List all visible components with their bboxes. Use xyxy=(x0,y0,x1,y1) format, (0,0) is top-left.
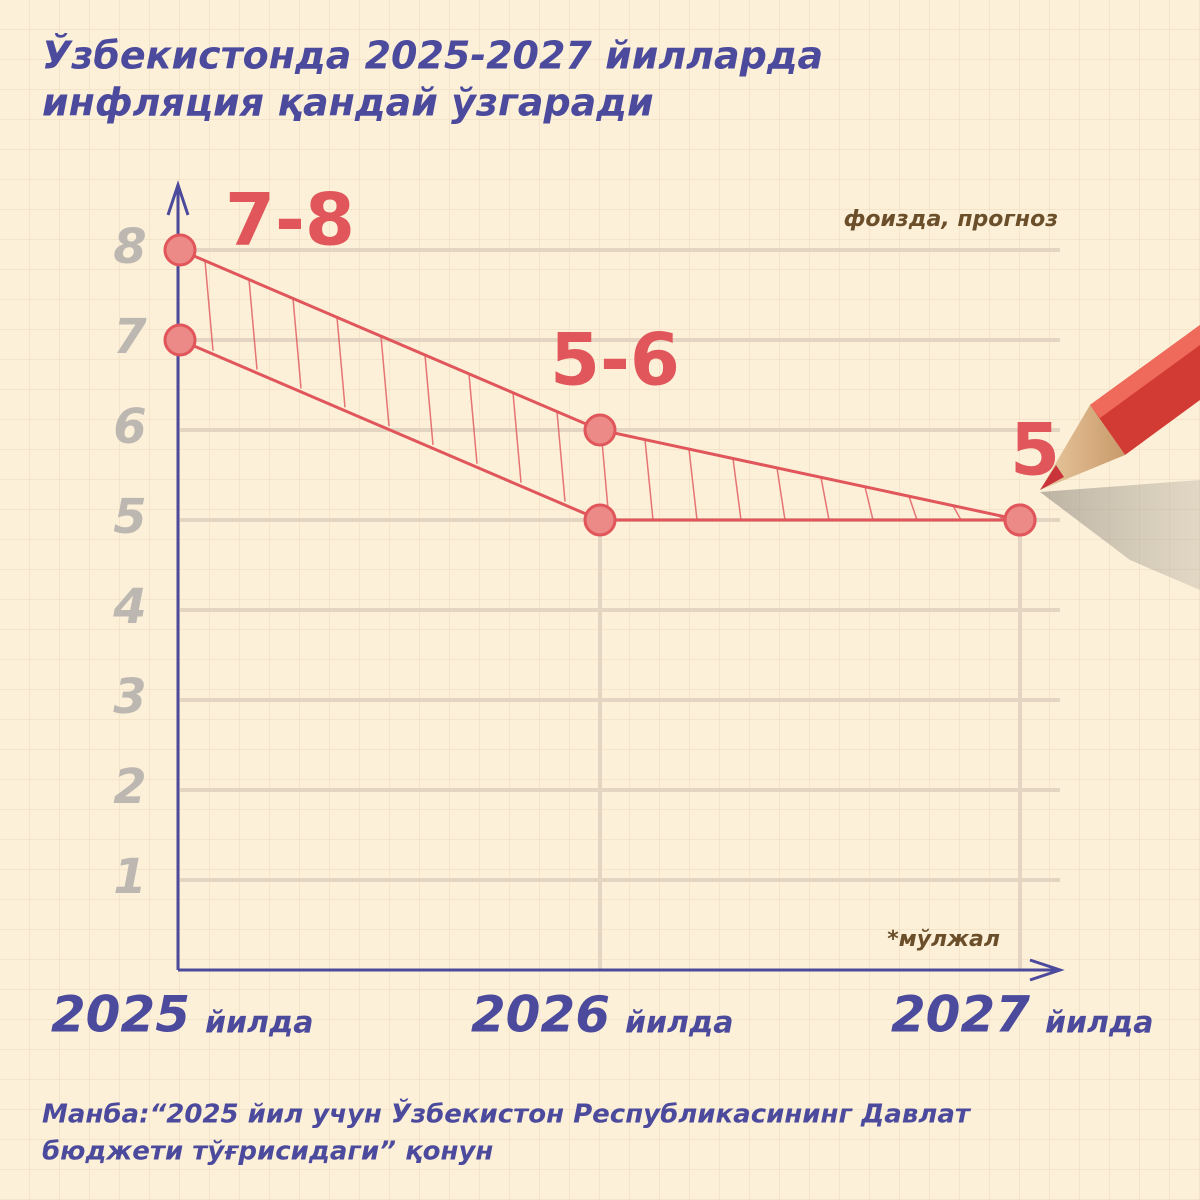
hatch xyxy=(908,495,918,521)
hatch xyxy=(644,439,654,521)
y-axis-arrow xyxy=(166,180,190,216)
hatch xyxy=(248,279,258,370)
hatch xyxy=(512,392,522,483)
hatch xyxy=(820,477,830,521)
unit-note: фоизда, прогноз xyxy=(844,207,1058,232)
hatch xyxy=(380,336,390,427)
source: бюджети тўғрисидаги” қонун xyxy=(42,1137,493,1167)
hatch xyxy=(556,411,566,502)
low-point xyxy=(163,323,197,357)
high-point xyxy=(163,233,197,267)
low-point xyxy=(583,503,617,537)
value-label: 7-8 xyxy=(225,178,355,262)
hatch xyxy=(336,317,346,408)
hatch xyxy=(292,298,302,389)
pencil xyxy=(1040,325,1200,590)
footnote: *мўлжал xyxy=(887,927,1000,952)
x-tick-suffix: йилда xyxy=(205,1006,314,1041)
y-tick-label: 6 xyxy=(113,399,146,455)
x-tick-suffix: йилда xyxy=(1045,1006,1154,1041)
high-point xyxy=(583,413,617,447)
hatch xyxy=(688,448,698,521)
hatch xyxy=(204,260,214,351)
y-tick-label: 5 xyxy=(113,489,146,545)
x-tick-label: 2025 xyxy=(51,986,190,1044)
hatch xyxy=(776,467,786,521)
y-tick-label: 2 xyxy=(113,759,146,815)
source: Манба:“2025 йил учун Ўзбекистон Республи… xyxy=(42,1098,972,1130)
hatch xyxy=(424,354,434,446)
hatch xyxy=(864,486,874,521)
y-tick-label: 4 xyxy=(112,579,146,635)
hatch xyxy=(468,373,478,464)
hatch xyxy=(952,505,962,521)
y-tick-label: 3 xyxy=(113,669,146,725)
x-tick-label: 2026 xyxy=(471,986,610,1044)
low-point xyxy=(1003,503,1037,537)
x-axis-arrow xyxy=(1029,958,1065,982)
y-tick-label: 8 xyxy=(113,219,146,275)
chart-title: инфляция қандай ўзгаради xyxy=(42,81,654,125)
y-tick-label: 7 xyxy=(113,309,147,365)
x-tick-label: 2027 xyxy=(891,986,1030,1044)
x-tick-suffix: йилда xyxy=(625,1006,734,1041)
value-label: 5-6 xyxy=(550,318,680,402)
chart-title: Ўзбекистонда 2025-2027 йилларда xyxy=(42,34,823,78)
y-tick-label: 1 xyxy=(113,849,146,905)
hatch xyxy=(732,458,742,521)
